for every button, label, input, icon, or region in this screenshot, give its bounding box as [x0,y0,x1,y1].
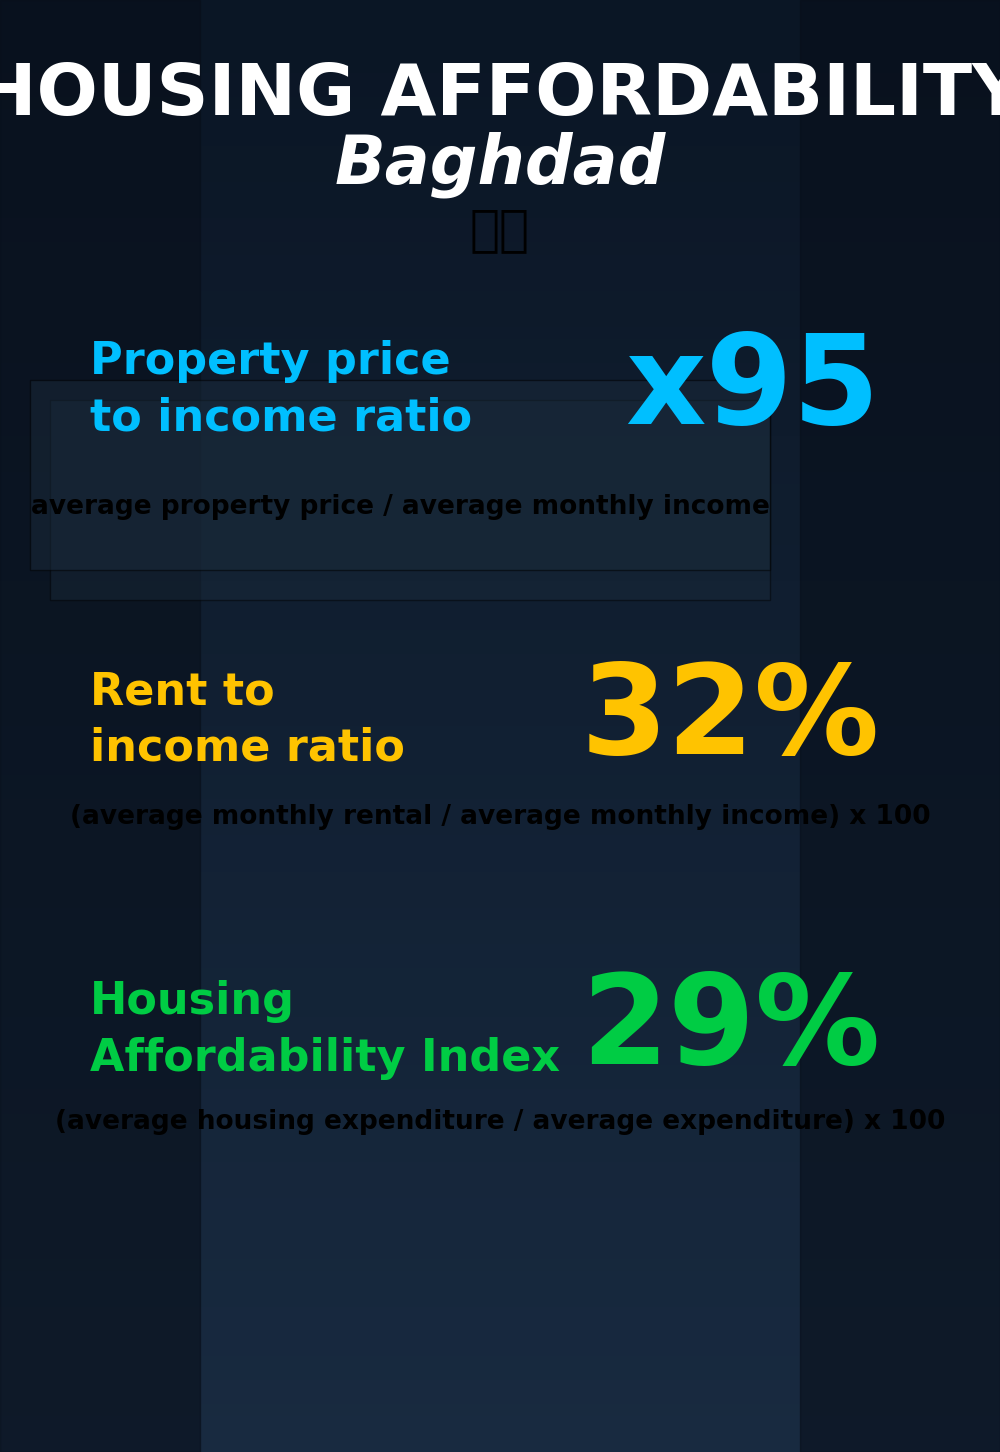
Text: Rent to
income ratio: Rent to income ratio [90,671,405,770]
Text: (average housing expenditure / average expenditure) x 100: (average housing expenditure / average e… [55,1109,945,1134]
Polygon shape [0,0,200,1452]
Text: 32%: 32% [581,659,880,781]
Text: HOUSING AFFORDABILITY: HOUSING AFFORDABILITY [0,61,1000,129]
FancyBboxPatch shape [50,399,770,600]
Text: x95: x95 [625,330,880,450]
FancyBboxPatch shape [30,380,770,571]
Text: Baghdad: Baghdad [334,132,666,199]
Polygon shape [800,0,1000,1452]
Text: average property price / average monthly income: average property price / average monthly… [31,494,769,520]
Text: Housing
Affordability Index: Housing Affordability Index [90,980,560,1080]
Text: Property price
to income ratio: Property price to income ratio [90,340,472,440]
Text: 🇭🇶: 🇭🇶 [470,206,530,254]
Text: (average monthly rental / average monthly income) x 100: (average monthly rental / average monthl… [70,803,930,829]
Text: 29%: 29% [581,970,880,1090]
